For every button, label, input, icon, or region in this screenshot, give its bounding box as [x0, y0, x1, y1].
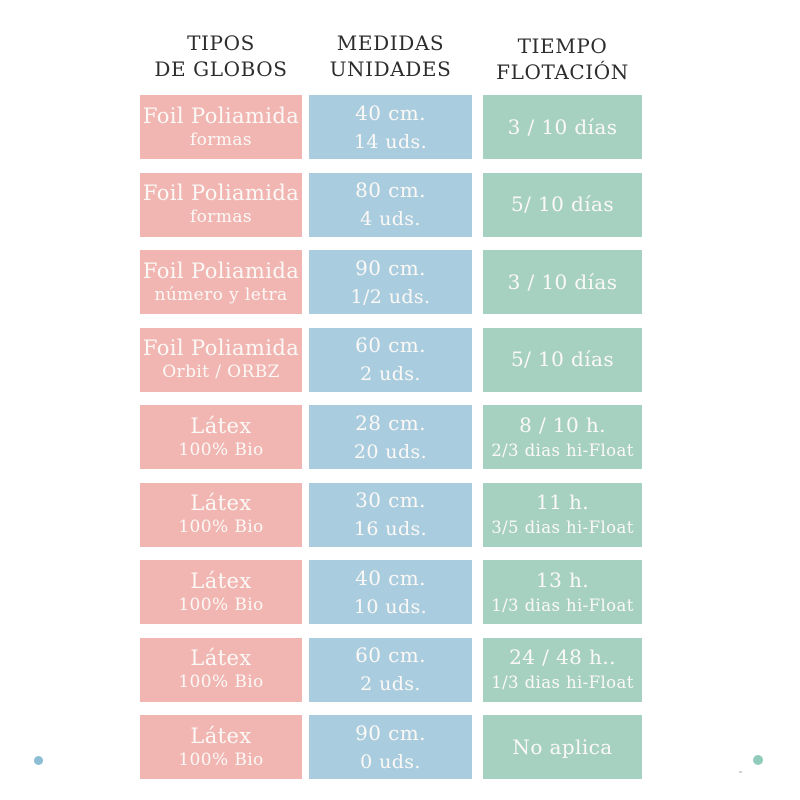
table-row: Foil Poliamida Orbit / ORBZ 60 cm. 2 uds… — [140, 327, 642, 392]
tipo-line2: 100% Bio — [178, 439, 264, 460]
medida-cell: 60 cm. 2 uds. — [309, 637, 472, 702]
tiempo-cell: 8 / 10 h. 2/3 dias hi-Float — [483, 405, 642, 469]
tipo-line1: Foil Poliamida — [142, 258, 300, 283]
tiempo-cell: 5/ 10 días — [483, 172, 642, 237]
tiempo-line2: 3/5 dias hi-Float — [491, 518, 634, 537]
tipo-line2: 100% Bio — [178, 594, 264, 615]
tiempo-line2: 2/3 dias hi-Float — [491, 440, 634, 460]
medida-line2: 16 uds. — [353, 518, 428, 540]
medida-cell: 90 cm. 1/2 uds. — [309, 250, 472, 314]
medida-cell: 30 cm. 16 uds. — [309, 482, 472, 547]
tiempo-line1: 5/ 10 días — [510, 192, 614, 216]
decorative-speck — [739, 771, 742, 773]
tiempo-line1: 5/ 10 días — [510, 347, 614, 371]
table-row: Foil Poliamida formas 40 cm. 14 uds. 3 /… — [140, 95, 642, 159]
header-tiempo-line2: FLOTACIÓN — [496, 60, 629, 84]
tipo-cell: Látex 100% Bio — [140, 560, 302, 624]
tipo-cell: Foil Poliamida formas — [140, 172, 302, 237]
medida-line1: 60 cm. — [355, 643, 426, 667]
medida-cell: 60 cm. 2 uds. — [309, 327, 472, 392]
medida-line1: 40 cm. — [355, 100, 426, 125]
tipo-line2: 100% Bio — [178, 517, 264, 537]
tipo-line1: Foil Poliamida — [142, 103, 300, 128]
tiempo-cell: 11 h. 3/5 dias hi-Float — [483, 482, 642, 547]
header-tipos-line2: DE GLOBOS — [154, 57, 288, 81]
tiempo-line2: 1/3 dias hi-Float — [491, 595, 634, 615]
tipo-cell: Látex 100% Bio — [140, 482, 302, 547]
tiempo-line1: No aplica — [512, 734, 613, 759]
tipo-line1: Foil Poliamida — [142, 336, 300, 360]
table-row: Foil Poliamida número y letra 90 cm. 1/2… — [140, 250, 642, 314]
tiempo-cell: 5/ 10 días — [483, 327, 642, 392]
decorative-dot-blue — [34, 756, 43, 765]
tiempo-cell: 24 / 48 h.. 1/3 dias hi-Float — [483, 637, 642, 702]
medida-cell: 80 cm. 4 uds. — [309, 172, 472, 237]
table-row: Látex 100% Bio 60 cm. 2 uds. 24 / 48 h..… — [140, 637, 642, 702]
column-header-tiempo: TIEMPO FLOTACIÓN — [483, 33, 642, 85]
tipo-line1: Látex — [190, 646, 252, 670]
tiempo-line1: 3 / 10 días — [507, 269, 618, 294]
medida-cell: 40 cm. 10 uds. — [309, 560, 472, 624]
tipo-cell: Foil Poliamida Orbit / ORBZ — [140, 327, 302, 392]
medida-line1: 60 cm. — [355, 333, 426, 357]
decorative-dot-teal — [753, 755, 763, 765]
table-row: Látex 100% Bio 30 cm. 16 uds. 11 h. 3/5 … — [140, 482, 642, 547]
medida-line1: 28 cm. — [355, 410, 426, 435]
medida-line2: 4 uds. — [360, 208, 421, 230]
tipo-cell: Látex 100% Bio — [140, 405, 302, 469]
medida-cell: 90 cm. 0 uds. — [309, 715, 472, 779]
table-grid: Foil Poliamida formas 40 cm. 14 uds. 3 /… — [140, 95, 642, 793]
medida-cell: 28 cm. 20 uds. — [309, 405, 472, 469]
tipo-line1: Látex — [190, 491, 252, 515]
tipo-line2: formas — [189, 207, 253, 227]
tiempo-line2: 1/3 dias hi-Float — [491, 673, 634, 692]
medida-line1: 90 cm. — [355, 720, 426, 745]
tiempo-line1: 8 / 10 h. — [519, 412, 606, 437]
medida-line2: 2 uds. — [360, 673, 421, 695]
medida-line1: 80 cm. — [355, 178, 426, 202]
table-row: Foil Poliamida formas 80 cm. 4 uds. 5/ 1… — [140, 172, 642, 237]
tipo-line2: número y letra — [154, 284, 288, 305]
medida-line2: 20 uds. — [353, 440, 428, 463]
tiempo-cell: 3 / 10 días — [483, 95, 642, 159]
tipo-cell: Látex 100% Bio — [140, 637, 302, 702]
tiempo-cell: 3 / 10 días — [483, 250, 642, 314]
table-row: Látex 100% Bio 90 cm. 0 uds. No aplica — [140, 715, 642, 779]
tipo-cell: Foil Poliamida número y letra — [140, 250, 302, 314]
tiempo-line1: 24 / 48 h.. — [509, 645, 616, 669]
header-medidas-line1: MEDIDAS — [336, 31, 445, 55]
medida-line1: 90 cm. — [355, 255, 426, 280]
table-row: Látex 100% Bio 40 cm. 10 uds. 13 h. 1/3 … — [140, 560, 642, 624]
tipo-line1: Foil Poliamida — [142, 181, 300, 205]
medida-cell: 40 cm. 14 uds. — [309, 95, 472, 159]
tipo-cell: Látex 100% Bio — [140, 715, 302, 779]
tiempo-cell: 13 h. 1/3 dias hi-Float — [483, 560, 642, 624]
medida-line1: 40 cm. — [355, 565, 426, 590]
tiempo-line1: 3 / 10 días — [507, 114, 618, 139]
medida-line2: 0 uds. — [360, 750, 421, 773]
header-tiempo-line1: TIEMPO — [517, 34, 608, 58]
header-tipos-line1: TIPOS — [187, 31, 255, 55]
medida-line2: 1/2 uds. — [350, 285, 431, 308]
tipo-line2: 100% Bio — [178, 672, 264, 692]
tipo-line2: 100% Bio — [178, 749, 264, 770]
tiempo-line1: 13 h. — [535, 567, 590, 592]
tipo-line2: formas — [189, 129, 253, 150]
tiempo-line1: 11 h. — [535, 490, 590, 514]
table-row: Látex 100% Bio 28 cm. 20 uds. 8 / 10 h. … — [140, 405, 642, 469]
tipo-line1: Látex — [190, 723, 252, 748]
medida-line2: 10 uds. — [353, 595, 428, 618]
tipo-cell: Foil Poliamida formas — [140, 95, 302, 159]
tipo-line2: Orbit / ORBZ — [162, 362, 280, 382]
column-header-medidas: MEDIDAS UNIDADES — [309, 30, 472, 82]
medida-line1: 30 cm. — [355, 488, 426, 512]
column-header-tipos: TIPOS DE GLOBOS — [140, 30, 302, 82]
tiempo-cell: No aplica — [483, 715, 642, 779]
tipo-line1: Látex — [190, 568, 252, 593]
medida-line2: 14 uds. — [353, 130, 428, 153]
tipo-line1: Látex — [190, 413, 252, 438]
medida-line2: 2 uds. — [360, 363, 421, 385]
header-medidas-line2: UNIDADES — [329, 57, 452, 81]
